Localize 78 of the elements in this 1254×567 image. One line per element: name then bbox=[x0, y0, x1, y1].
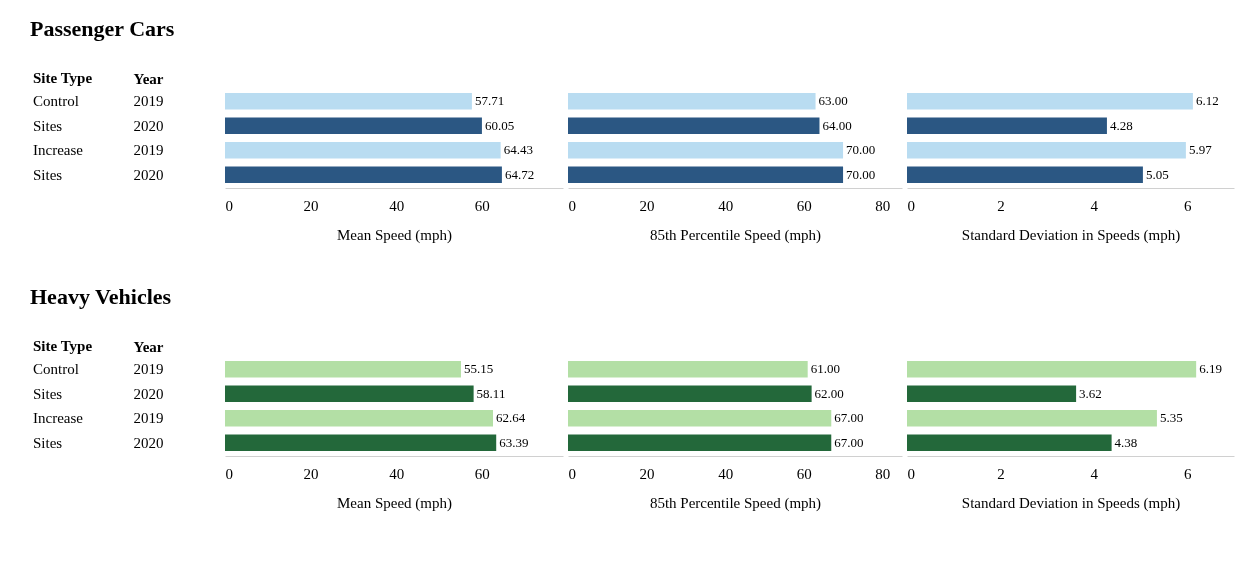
text: Increase Sites bbox=[33, 410, 84, 451]
x-tick-label: 20 bbox=[639, 465, 655, 482]
y-tick-label: 2020 bbox=[133, 385, 164, 402]
data-label: 64.43 bbox=[503, 142, 533, 158]
y-tick-label: 2020 bbox=[133, 434, 164, 451]
x-tick-label: 40 bbox=[389, 465, 405, 482]
bar bbox=[907, 409, 1157, 427]
text: Control Sites bbox=[33, 93, 79, 134]
data-label: 63.00 bbox=[818, 93, 848, 109]
x-tick-label: 2 bbox=[997, 197, 1005, 214]
data-label: 60.05 bbox=[484, 117, 515, 133]
data-label: 6.19 bbox=[1199, 361, 1222, 377]
x-axis-title: Mean Speed (mph) bbox=[337, 226, 452, 244]
data-label: 58.11 bbox=[476, 385, 506, 401]
x-tick-label: 60 bbox=[796, 465, 812, 482]
x-tick-label: 40 bbox=[389, 197, 405, 214]
data-label: 55.15 bbox=[463, 361, 494, 377]
bar bbox=[907, 360, 1197, 378]
data-label: 5.05 bbox=[1145, 166, 1169, 182]
y-tick-label: 2020 bbox=[133, 166, 164, 183]
data-label: 64.72 bbox=[504, 166, 535, 182]
x-tick-label: 0 bbox=[907, 465, 915, 482]
x-tick-label: 2 bbox=[997, 465, 1005, 482]
chart-title: Passenger Cars bbox=[30, 16, 175, 41]
bar bbox=[907, 385, 1077, 403]
x-axis-title: 85th Percentile Speed (mph) bbox=[649, 494, 822, 512]
text: Site Type bbox=[33, 70, 93, 86]
x-tick-label: 4 bbox=[1090, 197, 1099, 214]
x-tick-label: 60 bbox=[796, 197, 812, 214]
data-label: 4.38 bbox=[1114, 434, 1138, 450]
x-tick-label: 40 bbox=[718, 197, 734, 214]
data-label: 67.00 bbox=[834, 434, 864, 450]
x-tick-label: 40 bbox=[718, 465, 734, 482]
data-label: 4.28 bbox=[1109, 117, 1133, 133]
x-tick-label: 60 bbox=[474, 197, 490, 214]
x-tick-label: 6 bbox=[1184, 197, 1193, 214]
data-label: 70.00 bbox=[846, 142, 876, 158]
y-tick-label: 2019 bbox=[133, 93, 164, 110]
data-label: 3.62 bbox=[1079, 385, 1102, 401]
y-tick-label: 2019 bbox=[133, 361, 164, 378]
x-tick-label: 60 bbox=[474, 465, 490, 482]
data-label: 6.12 bbox=[1195, 93, 1219, 109]
data-label: 63.39 bbox=[499, 434, 529, 450]
data-label: 67.00 bbox=[834, 410, 864, 426]
y-axis-title: Year bbox=[133, 338, 164, 355]
x-tick-label: 4 bbox=[1090, 465, 1099, 482]
x-tick-label: 0 bbox=[568, 197, 576, 214]
y-axis-title: Year bbox=[133, 70, 164, 87]
text: Increase Sites bbox=[33, 142, 84, 183]
x-tick-label: 80 bbox=[875, 465, 891, 482]
x-tick-label: 6 bbox=[1184, 465, 1193, 482]
y-tick-label: 2019 bbox=[133, 142, 164, 159]
data-label: 5.97 bbox=[1188, 142, 1213, 158]
x-axis-title: Standard Deviation in Speeds (mph) bbox=[961, 494, 1181, 512]
bar bbox=[907, 434, 1112, 452]
chart-title: Heavy Vehicles bbox=[30, 284, 172, 309]
data-label: 62.64 bbox=[496, 410, 526, 426]
x-axis-title: 85th Percentile Speed (mph) bbox=[649, 226, 822, 244]
data-label: 64.00 bbox=[822, 117, 852, 133]
x-tick-label: 0 bbox=[225, 465, 233, 482]
x-tick-label: 0 bbox=[568, 465, 576, 482]
x-axis-title: Standard Deviation in Speeds (mph) bbox=[961, 226, 1181, 244]
data-label: 70.00 bbox=[846, 166, 876, 182]
text: Site Type bbox=[33, 338, 93, 354]
data-label: 62.00 bbox=[814, 385, 844, 401]
x-tick-label: 0 bbox=[225, 197, 233, 214]
data-label: 5.35 bbox=[1159, 410, 1183, 426]
y-tick-label: 2019 bbox=[133, 410, 164, 427]
x-axis-title: Mean Speed (mph) bbox=[337, 494, 452, 512]
x-tick-label: 20 bbox=[303, 197, 319, 214]
data-label: 57.71 bbox=[474, 93, 505, 109]
x-tick-label: 80 bbox=[875, 197, 891, 214]
y-tick-label: 2020 bbox=[133, 117, 164, 134]
data-label: 61.00 bbox=[810, 361, 840, 377]
x-tick-label: 20 bbox=[639, 197, 655, 214]
x-tick-label: 0 bbox=[907, 197, 915, 214]
text: Control Sites bbox=[33, 361, 79, 402]
x-tick-label: 20 bbox=[303, 465, 319, 482]
